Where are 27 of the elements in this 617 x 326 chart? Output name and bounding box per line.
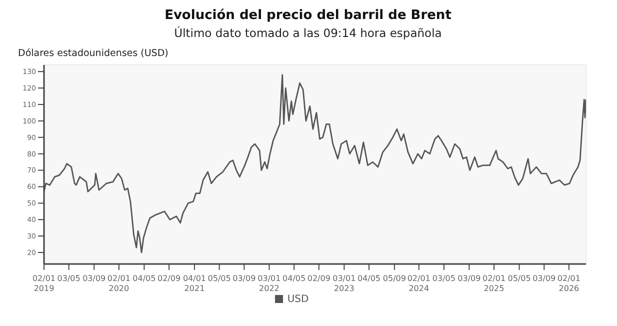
- x-tick-label: 05/09: [382, 274, 406, 283]
- chart-title: Evolución del precio del barril de Brent: [164, 8, 452, 23]
- x-tick-label: 04/05: [132, 274, 156, 283]
- x-tick-label: 02/09: [158, 274, 181, 283]
- x-tick-label: 02/01 2024: [407, 274, 430, 293]
- x-tick-label: 05/05: [208, 274, 231, 283]
- x-tick-label: 03/09: [82, 274, 106, 283]
- x-tick-label: 03/09: [232, 274, 256, 283]
- x-tick-label: 04/01 2021: [182, 274, 206, 293]
- line-series: [44, 74, 586, 254]
- x-tick-label: 03/01 2023: [332, 274, 356, 293]
- x-tick-label: 02/09: [307, 274, 330, 283]
- x-tick-label: 03/09: [458, 274, 481, 283]
- x-tick-label: 04/05: [357, 274, 381, 283]
- x-tick-label: 05/05: [508, 274, 531, 283]
- x-tick-label: 04/05: [282, 274, 306, 283]
- x-tick-label: 02/01 2019: [32, 274, 56, 293]
- x-tick-label: 02/01 2025: [482, 274, 506, 293]
- x-tick-label: 03/01 2022: [258, 274, 281, 293]
- x-tick-label: 02/01 2020: [107, 274, 130, 293]
- x-tick-label: 03/05: [432, 274, 456, 283]
- chart-subtitle: Último dato tomado a las 09:14 hora española: [173, 26, 443, 40]
- y-axis-title: Dólares estadounidenses (USD): [18, 48, 170, 59]
- x-tick-label: 02/01 2026: [557, 274, 580, 293]
- legend-label: USD: [287, 294, 309, 305]
- x-tick-label: 03/09: [532, 274, 556, 283]
- x-tick-label: 03/05: [57, 274, 80, 283]
